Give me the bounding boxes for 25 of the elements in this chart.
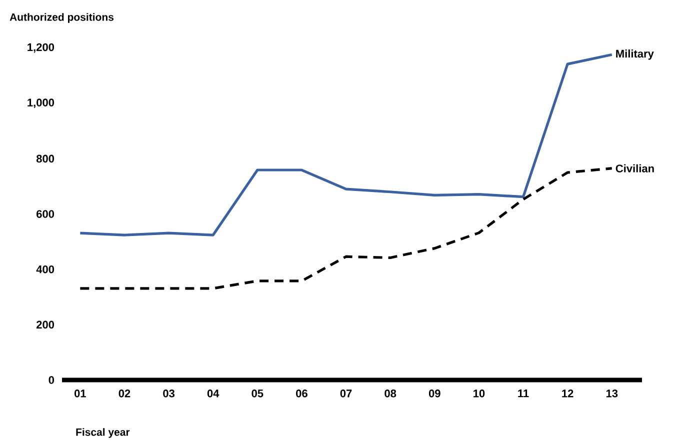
x-tick-label: 06 bbox=[296, 390, 308, 398]
x-tick-label: 13 bbox=[606, 390, 618, 398]
y-tick-label: 400 bbox=[36, 265, 54, 274]
x-tick-label: 04 bbox=[207, 390, 220, 398]
y-tick-label: 200 bbox=[36, 320, 54, 329]
x-tick-label: 08 bbox=[384, 390, 396, 398]
x-tick-label: 07 bbox=[340, 390, 352, 398]
series-label: Civilian bbox=[616, 164, 654, 172]
x-tick-label: 10 bbox=[474, 390, 485, 398]
y-tick-label: 0 bbox=[48, 376, 54, 384]
y-tick-label: 1,200 bbox=[28, 43, 54, 53]
x-tick-label: 05 bbox=[252, 390, 264, 398]
x-tick-label: 12 bbox=[562, 390, 574, 398]
y-tick-label: 600 bbox=[36, 210, 54, 218]
x-tick-label: 02 bbox=[118, 390, 130, 398]
line-series bbox=[78, 53, 614, 236]
x-tick-label: 01 bbox=[74, 390, 86, 398]
series-label: Military bbox=[616, 50, 654, 60]
y-tick-label: 1,000 bbox=[28, 98, 54, 108]
chart-title: Authorized positions bbox=[10, 13, 114, 23]
x-tick-label: 11 bbox=[518, 390, 529, 398]
x-tick-label: 03 bbox=[163, 390, 175, 398]
x-tick-label: 09 bbox=[428, 390, 440, 398]
x-axis-title: Fiscal year bbox=[76, 428, 130, 438]
y-tick-label: 800 bbox=[36, 154, 54, 163]
